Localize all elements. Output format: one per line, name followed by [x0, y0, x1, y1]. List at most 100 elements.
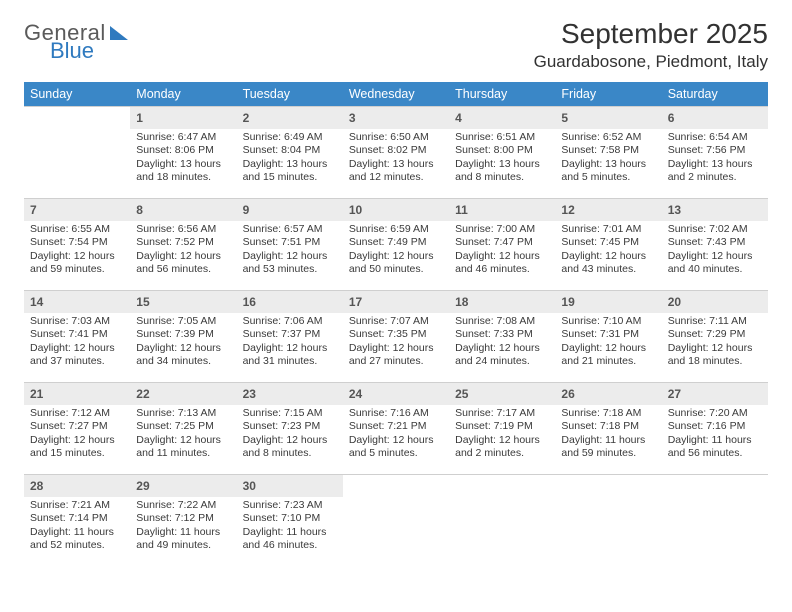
day-number-bar: 15: [130, 291, 236, 313]
day-details: Sunrise: 6:57 AMSunset: 7:51 PMDaylight:…: [237, 221, 343, 281]
day-number-bar: 1: [130, 107, 236, 129]
daylight-line: Daylight: 12 hours and 5 minutes.: [349, 434, 443, 461]
sunset-line: Sunset: 8:02 PM: [349, 144, 443, 157]
sunset-line: Sunset: 7:18 PM: [561, 420, 655, 433]
sunrise-line: Sunrise: 6:52 AM: [561, 131, 655, 144]
daylight-line: Daylight: 11 hours and 56 minutes.: [668, 434, 762, 461]
day-number: 19: [561, 295, 574, 309]
day-number: 27: [668, 387, 681, 401]
day-number-bar: 16: [237, 291, 343, 313]
calendar-body: 1 Sunrise: 6:47 AMSunset: 8:06 PMDaylight…: [24, 107, 768, 567]
sunset-line: Sunset: 7:35 PM: [349, 328, 443, 341]
day-details: Sunrise: 7:12 AMSunset: 7:27 PMDaylight:…: [24, 405, 130, 465]
day-number: 28: [30, 479, 43, 493]
daylight-line: Daylight: 12 hours and 53 minutes.: [243, 250, 337, 277]
sunset-line: Sunset: 7:45 PM: [561, 236, 655, 249]
logo: General Blue: [24, 22, 128, 62]
day-number-bar: 22: [130, 383, 236, 405]
daylight-line: Daylight: 11 hours and 49 minutes.: [136, 526, 230, 553]
header: General Blue September 2025 Guardabosone…: [24, 18, 768, 72]
day-number: 12: [561, 203, 574, 217]
sunrise-line: Sunrise: 7:18 AM: [561, 407, 655, 420]
sunrise-line: Sunrise: 7:12 AM: [30, 407, 124, 420]
sunset-line: Sunset: 7:49 PM: [349, 236, 443, 249]
day-details: Sunrise: 6:54 AMSunset: 7:56 PMDaylight:…: [662, 129, 768, 189]
daylight-line: Daylight: 12 hours and 24 minutes.: [455, 342, 549, 369]
day-details: Sunrise: 7:16 AMSunset: 7:21 PMDaylight:…: [343, 405, 449, 465]
calendar-week-row: 21Sunrise: 7:12 AMSunset: 7:27 PMDayligh…: [24, 383, 768, 475]
day-details: Sunrise: 7:15 AMSunset: 7:23 PMDaylight:…: [237, 405, 343, 465]
calendar-day-cell: 15Sunrise: 7:05 AMSunset: 7:39 PMDayligh…: [130, 291, 236, 383]
daylight-line: Daylight: 12 hours and 31 minutes.: [243, 342, 337, 369]
day-details: Sunrise: 7:23 AMSunset: 7:10 PMDaylight:…: [237, 497, 343, 557]
daylight-line: Daylight: 12 hours and 11 minutes.: [136, 434, 230, 461]
day-details: Sunrise: 7:17 AMSunset: 7:19 PMDaylight:…: [449, 405, 555, 465]
daylight-line: Daylight: 13 hours and 12 minutes.: [349, 158, 443, 185]
sunset-line: Sunset: 7:21 PM: [349, 420, 443, 433]
daylight-line: Daylight: 12 hours and 59 minutes.: [30, 250, 124, 277]
calendar-week-row: 14Sunrise: 7:03 AMSunset: 7:41 PMDayligh…: [24, 291, 768, 383]
day-details: Sunrise: 6:59 AMSunset: 7:49 PMDaylight:…: [343, 221, 449, 281]
calendar-day-cell: 1 Sunrise: 6:47 AMSunset: 8:06 PMDaylight…: [130, 107, 236, 199]
calendar-day-cell: 22 Sunrise: 7:13 AMSunset: 7:25 PMDayligh…: [130, 383, 236, 475]
calendar-table: Sunday Monday Tuesday Wednesday Thursday…: [24, 82, 768, 567]
day-number-bar: 10: [343, 199, 449, 221]
calendar-day-cell: 17Sunrise: 7:07 AMSunset: 7:35 PMDayligh…: [343, 291, 449, 383]
day-number: 6: [668, 111, 675, 125]
daylight-line: Daylight: 11 hours and 59 minutes.: [561, 434, 655, 461]
day-number: 26: [561, 387, 574, 401]
sunrise-line: Sunrise: 7:20 AM: [668, 407, 762, 420]
sunset-line: Sunset: 7:14 PM: [30, 512, 124, 525]
calendar-day-cell: 6 Sunrise: 6:54 AMSunset: 7:56 PMDaylight…: [662, 107, 768, 199]
sunrise-line: Sunrise: 7:15 AM: [243, 407, 337, 420]
daylight-line: Daylight: 12 hours and 46 minutes.: [455, 250, 549, 277]
calendar-day-cell: 12 Sunrise: 7:01 AMSunset: 7:45 PMDayligh…: [555, 199, 661, 291]
sunset-line: Sunset: 7:25 PM: [136, 420, 230, 433]
sunset-line: Sunset: 7:37 PM: [243, 328, 337, 341]
sunrise-line: Sunrise: 7:08 AM: [455, 315, 549, 328]
calendar-day-cell: 25 Sunrise: 7:17 AMSunset: 7:19 PMDayligh…: [449, 383, 555, 475]
sunrise-line: Sunrise: 7:22 AM: [136, 499, 230, 512]
calendar-day-cell: 18Sunrise: 7:08 AMSunset: 7:33 PMDayligh…: [449, 291, 555, 383]
location: Guardabosone, Piedmont, Italy: [534, 52, 768, 72]
daylight-line: Daylight: 12 hours and 2 minutes.: [455, 434, 549, 461]
calendar-day-cell: 3Sunrise: 6:50 AMSunset: 8:02 PMDaylight…: [343, 107, 449, 199]
sunset-line: Sunset: 7:58 PM: [561, 144, 655, 157]
calendar-day-cell: 24Sunrise: 7:16 AMSunset: 7:21 PMDayligh…: [343, 383, 449, 475]
day-number: 17: [349, 295, 362, 309]
day-details: Sunrise: 6:47 AMSunset: 8:06 PMDaylight:…: [130, 129, 236, 189]
day-details: Sunrise: 7:21 AMSunset: 7:14 PMDaylight:…: [24, 497, 130, 557]
sunrise-line: Sunrise: 7:13 AM: [136, 407, 230, 420]
day-number: 2: [243, 111, 250, 125]
sunset-line: Sunset: 7:52 PM: [136, 236, 230, 249]
day-number-bar: 30: [237, 475, 343, 497]
day-number: 29: [136, 479, 149, 493]
daylight-line: Daylight: 12 hours and 37 minutes.: [30, 342, 124, 369]
calendar-day-cell: [662, 475, 768, 567]
sunrise-line: Sunrise: 6:51 AM: [455, 131, 549, 144]
day-number: 11: [455, 203, 468, 217]
day-number: 13: [668, 203, 681, 217]
day-number-bar: 8: [130, 199, 236, 221]
day-details: Sunrise: 7:01 AMSunset: 7:45 PMDaylight:…: [555, 221, 661, 281]
day-number: 14: [30, 295, 43, 309]
day-details: Sunrise: 6:56 AMSunset: 7:52 PMDaylight:…: [130, 221, 236, 281]
day-number-bar: 28: [24, 475, 130, 497]
day-details: Sunrise: 6:49 AMSunset: 8:04 PMDaylight:…: [237, 129, 343, 189]
weekday-header: Tuesday: [237, 82, 343, 107]
day-number-bar: 3: [343, 107, 449, 129]
weekday-header: Monday: [130, 82, 236, 107]
day-number: 30: [243, 479, 256, 493]
day-number-bar: 11: [449, 199, 555, 221]
day-number: 25: [455, 387, 468, 401]
calendar-day-cell: 11Sunrise: 7:00 AMSunset: 7:47 PMDayligh…: [449, 199, 555, 291]
calendar-week-row: 7Sunrise: 6:55 AMSunset: 7:54 PMDaylight…: [24, 199, 768, 291]
sunset-line: Sunset: 7:39 PM: [136, 328, 230, 341]
day-number: 1: [136, 111, 143, 125]
day-number: 9: [243, 203, 250, 217]
calendar-day-cell: [555, 475, 661, 567]
calendar-day-cell: 26 Sunrise: 7:18 AMSunset: 7:18 PMDayligh…: [555, 383, 661, 475]
sunrise-line: Sunrise: 7:07 AM: [349, 315, 443, 328]
day-number: 7: [30, 203, 37, 217]
calendar-day-cell: 10Sunrise: 6:59 AMSunset: 7:49 PMDayligh…: [343, 199, 449, 291]
